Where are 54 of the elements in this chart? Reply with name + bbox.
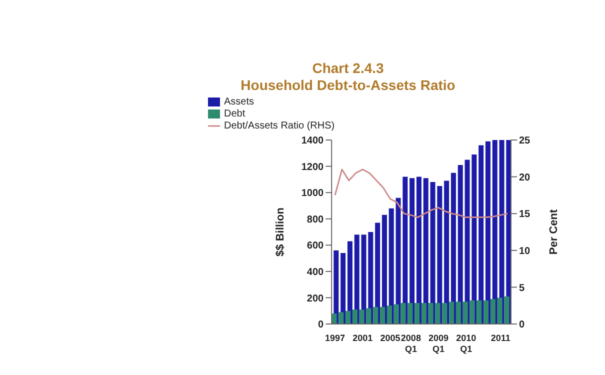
y2-tick-label: 20 — [519, 172, 531, 184]
y2-tick-label: 25 — [519, 136, 531, 147]
bar — [380, 306, 386, 324]
chart-title: Chart 2.4.3 — [311, 60, 385, 77]
bar — [462, 302, 468, 324]
line-series — [334, 168, 508, 218]
bar — [449, 302, 454, 324]
bar — [504, 296, 510, 324]
x-tick-label: 1997 — [325, 333, 346, 343]
y-tick-label: 1000 — [301, 188, 324, 200]
bar — [492, 140, 498, 324]
x-tick-label: 2005 — [380, 333, 400, 343]
bar — [456, 302, 461, 324]
legend-label: Debt/Assets Ratio (RHS) — [224, 120, 335, 132]
bar — [382, 214, 387, 324]
bar — [490, 299, 496, 324]
y2-tick-label: 0 — [519, 320, 525, 331]
bar — [485, 141, 490, 324]
y-tick-label: 1200 — [301, 162, 324, 173]
y-axis-title: $$ Billion — [274, 207, 286, 256]
bar — [359, 310, 364, 324]
x-tick-label: 2011 — [490, 333, 510, 343]
y2-tick-label: 5 — [519, 282, 525, 294]
y-tick-label: 600 — [306, 240, 324, 252]
y-tick-label: 1400 — [301, 136, 324, 147]
bar — [352, 310, 358, 324]
bar — [416, 176, 422, 324]
bar — [484, 300, 489, 324]
bar — [386, 306, 392, 324]
bar — [346, 310, 351, 324]
bar — [478, 145, 484, 324]
legend-label: Assets — [224, 96, 254, 108]
bar — [414, 302, 420, 324]
bar — [428, 302, 434, 324]
bar — [421, 302, 426, 324]
bar — [497, 298, 502, 324]
y-tick-label: 200 — [306, 293, 324, 304]
legend-label: Debt — [224, 108, 246, 120]
bar — [347, 241, 352, 324]
y-tick-label: 0 — [318, 320, 324, 331]
x-tick-label: 2009 Q1 — [428, 333, 449, 354]
x-tick-label: 2010 Q1 — [456, 333, 476, 354]
y2-axis-title: Per Cent — [548, 209, 560, 255]
bar — [354, 234, 360, 324]
x-tick-label: 2008 Q1 — [400, 333, 421, 354]
x-tick-label: 2001 — [352, 333, 373, 343]
y2-tick-label: 10 — [519, 246, 531, 257]
y2-tick-label: 15 — [519, 209, 531, 220]
bar — [388, 208, 394, 324]
chart-subtitle: Household Debt-to-Assets Ratio — [240, 77, 456, 94]
bar — [394, 304, 399, 324]
y-tick-label: 800 — [306, 214, 324, 226]
y-tick-label: 400 — [306, 266, 324, 278]
bar — [450, 172, 456, 324]
